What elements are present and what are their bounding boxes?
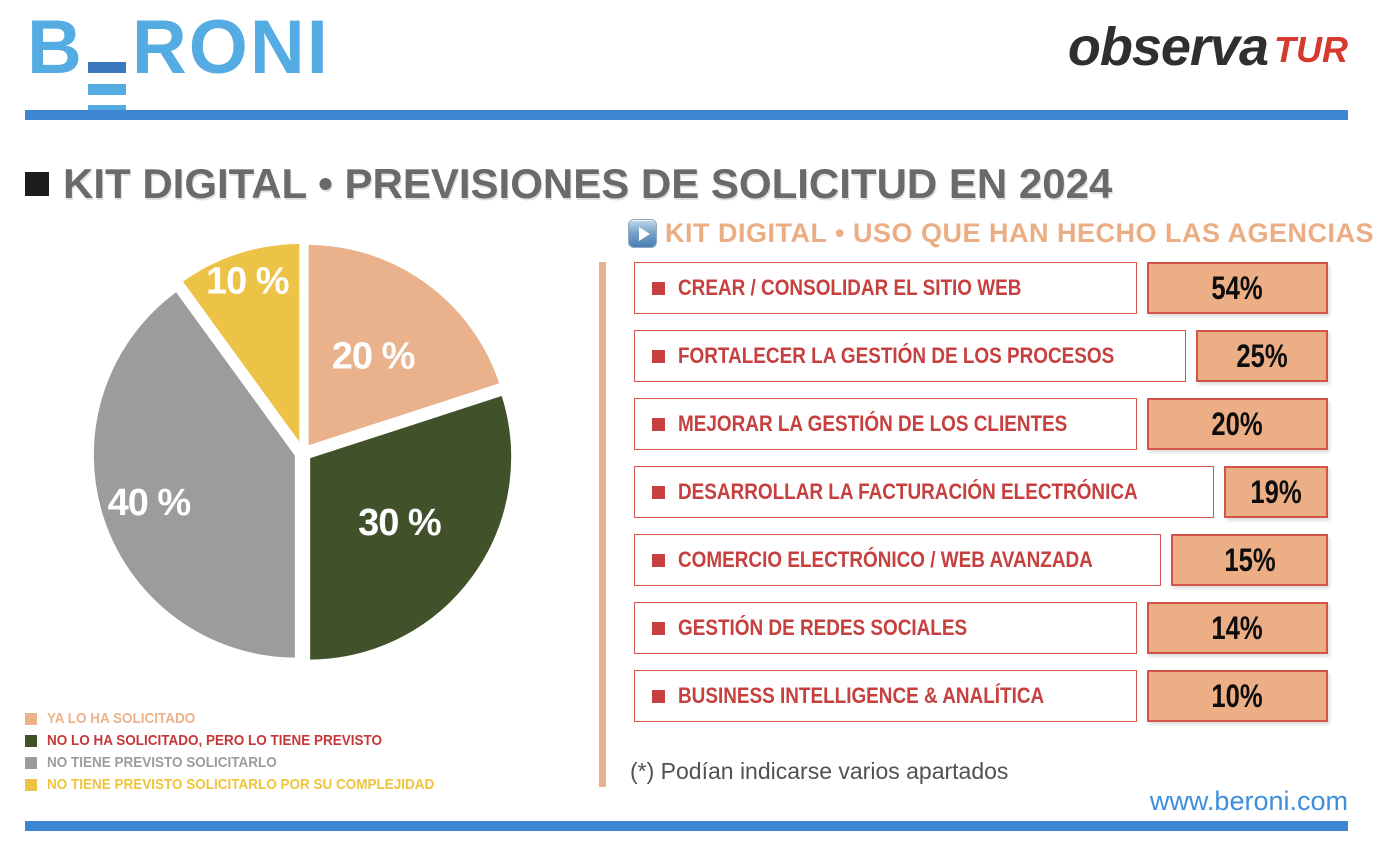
usage-label-box: FORTALECER LA GESTIÓN DE LOS PROCESOS [634,330,1187,382]
legend-label: NO TIENE PREVISTO SOLICITARLO POR SU COM… [47,776,435,793]
pie-legend: YA LO HA SOLICITADO NO LO HA SOLICITADO,… [25,710,477,799]
usage-value: 14% [1211,609,1264,646]
usage-rows: CREAR / CONSOLIDAR EL SITIO WEB 54% FORT… [634,262,1328,738]
usage-value-box: 15% [1171,534,1328,586]
usage-row: CREAR / CONSOLIDAR EL SITIO WEB 54% [634,262,1328,314]
pie-slice-3 [178,240,303,451]
square-bullet-icon [652,349,665,363]
legend-item: NO LO HA SOLICITADO, PERO LO TIENE PREVI… [25,732,477,749]
legend-swatch-icon [25,778,37,791]
usage-label-box: BUSINESS INTELLIGENCE & ANALÍTICA [634,670,1137,722]
usage-value: 19% [1250,473,1302,510]
usage-row: BUSINESS INTELLIGENCE & ANALÍTICA 10% [634,670,1328,722]
usage-value: 20% [1211,405,1264,442]
page-title: KIT DIGITAL • PREVISIONES DE SOLICITUD E… [63,160,1113,207]
usage-label: CREAR / CONSOLIDAR EL SITIO WEB [678,275,1022,300]
usage-section-header: KIT DIGITAL • USO QUE HAN HECHO LAS AGEN… [628,218,1374,249]
usage-value-box: 20% [1147,398,1328,450]
usage-value-box: 14% [1147,602,1328,654]
observatur-logo-text: observa [1067,17,1269,77]
beroni-logo-suffix: RONI [131,5,330,90]
usage-row: DESARROLLAR LA FACTURACIÓN ELECTRÓNICA 1… [634,466,1328,518]
legend-item: NO TIENE PREVISTO SOLICITARLO [25,754,477,771]
top-divider-bar [25,110,1348,120]
legend-swatch-icon [25,756,37,769]
usage-row: COMERCIO ELECTRÓNICO / WEB AVANZADA 15% [634,534,1328,586]
pie-slice-value-label: 10 % [206,260,289,302]
legend-swatch-icon [25,734,37,747]
legend-item: NO TIENE PREVISTO SOLICITARLO POR SU COM… [25,776,477,793]
usage-value: 54% [1211,269,1264,306]
beroni-logo-e-icon [87,62,126,116]
square-bullet-icon [652,689,665,703]
usage-row: FORTALECER LA GESTIÓN DE LOS PROCESOS 25… [634,330,1328,382]
legend-item: YA LO HA SOLICITADO [25,710,477,727]
usage-value: 10% [1211,677,1264,714]
usage-label: GESTIÓN DE REDES SOCIALES [678,615,968,640]
usage-value-box: 54% [1147,262,1328,314]
usage-label-box: MEJORAR LA GESTIÓN DE LOS CLIENTES [634,398,1137,450]
pie-slice-2 [90,288,298,661]
usage-label: FORTALECER LA GESTIÓN DE LOS PROCESOS [678,343,1115,368]
usage-value: 25% [1236,337,1288,374]
legend-label: NO LO HA SOLICITADO, PERO LO TIENE PREVI… [47,732,383,749]
usage-label: MEJORAR LA GESTIÓN DE LOS CLIENTES [678,411,1068,436]
usage-value-box: 19% [1223,466,1328,518]
usage-label: COMERCIO ELECTRÓNICO / WEB AVANZADA [678,547,1093,572]
pie-slice-value-label: 20 % [332,336,415,378]
vertical-divider-bar [599,262,606,787]
usage-label-box: CREAR / CONSOLIDAR EL SITIO WEB [634,262,1137,314]
website-link[interactable]: www.beroni.com [1149,786,1348,816]
square-bullet-icon [652,553,665,567]
pie-slice-value-label: 30 % [358,502,441,544]
usage-value-box: 10% [1147,670,1328,722]
square-bullet-icon [652,485,665,499]
square-bullet-icon [652,621,665,635]
legend-label: NO TIENE PREVISTO SOLICITARLO [47,754,277,771]
pie-chart: 20 % 30 % 40 % 10 % [90,240,515,663]
usage-label-box: DESARROLLAR LA FACTURACIÓN ELECTRÓNICA [634,466,1214,518]
usage-row: MEJORAR LA GESTIÓN DE LOS CLIENTES 20% [634,398,1328,450]
pie-slice-1 [307,392,515,663]
usage-section-title: KIT DIGITAL • USO QUE HAN HECHO LAS AGEN… [665,218,1374,248]
title-square-bullet-icon [25,172,49,196]
square-bullet-icon [652,417,665,431]
observatur-logo-suffix: TUR [1274,29,1348,70]
legend-swatch-icon [25,712,37,725]
usage-value-box: 25% [1196,330,1328,382]
beroni-logo-prefix: B [27,5,84,90]
usage-label-box: GESTIÓN DE REDES SOCIALES [634,602,1137,654]
usage-row: GESTIÓN DE REDES SOCIALES 14% [634,602,1328,654]
square-bullet-icon [652,281,665,295]
usage-label: BUSINESS INTELLIGENCE & ANALÍTICA [678,683,1045,708]
beroni-logo: B RONI [27,10,330,116]
pie-slice-0 [305,241,504,450]
pie-slice-value-label: 40 % [108,482,191,524]
bottom-divider-bar [25,821,1348,831]
usage-value: 15% [1224,541,1276,578]
legend-label: YA LO HA SOLICITADO [47,710,196,727]
title-row: KIT DIGITAL • PREVISIONES DE SOLICITUD E… [25,160,1112,208]
observatur-logo: observa TUR [1068,16,1348,78]
play-icon [628,219,657,248]
footnote: (*) Podían indicarse varios apartados [630,758,1009,784]
usage-label-box: COMERCIO ELECTRÓNICO / WEB AVANZADA [634,534,1162,586]
usage-label: DESARROLLAR LA FACTURACIÓN ELECTRÓNICA [678,479,1138,504]
